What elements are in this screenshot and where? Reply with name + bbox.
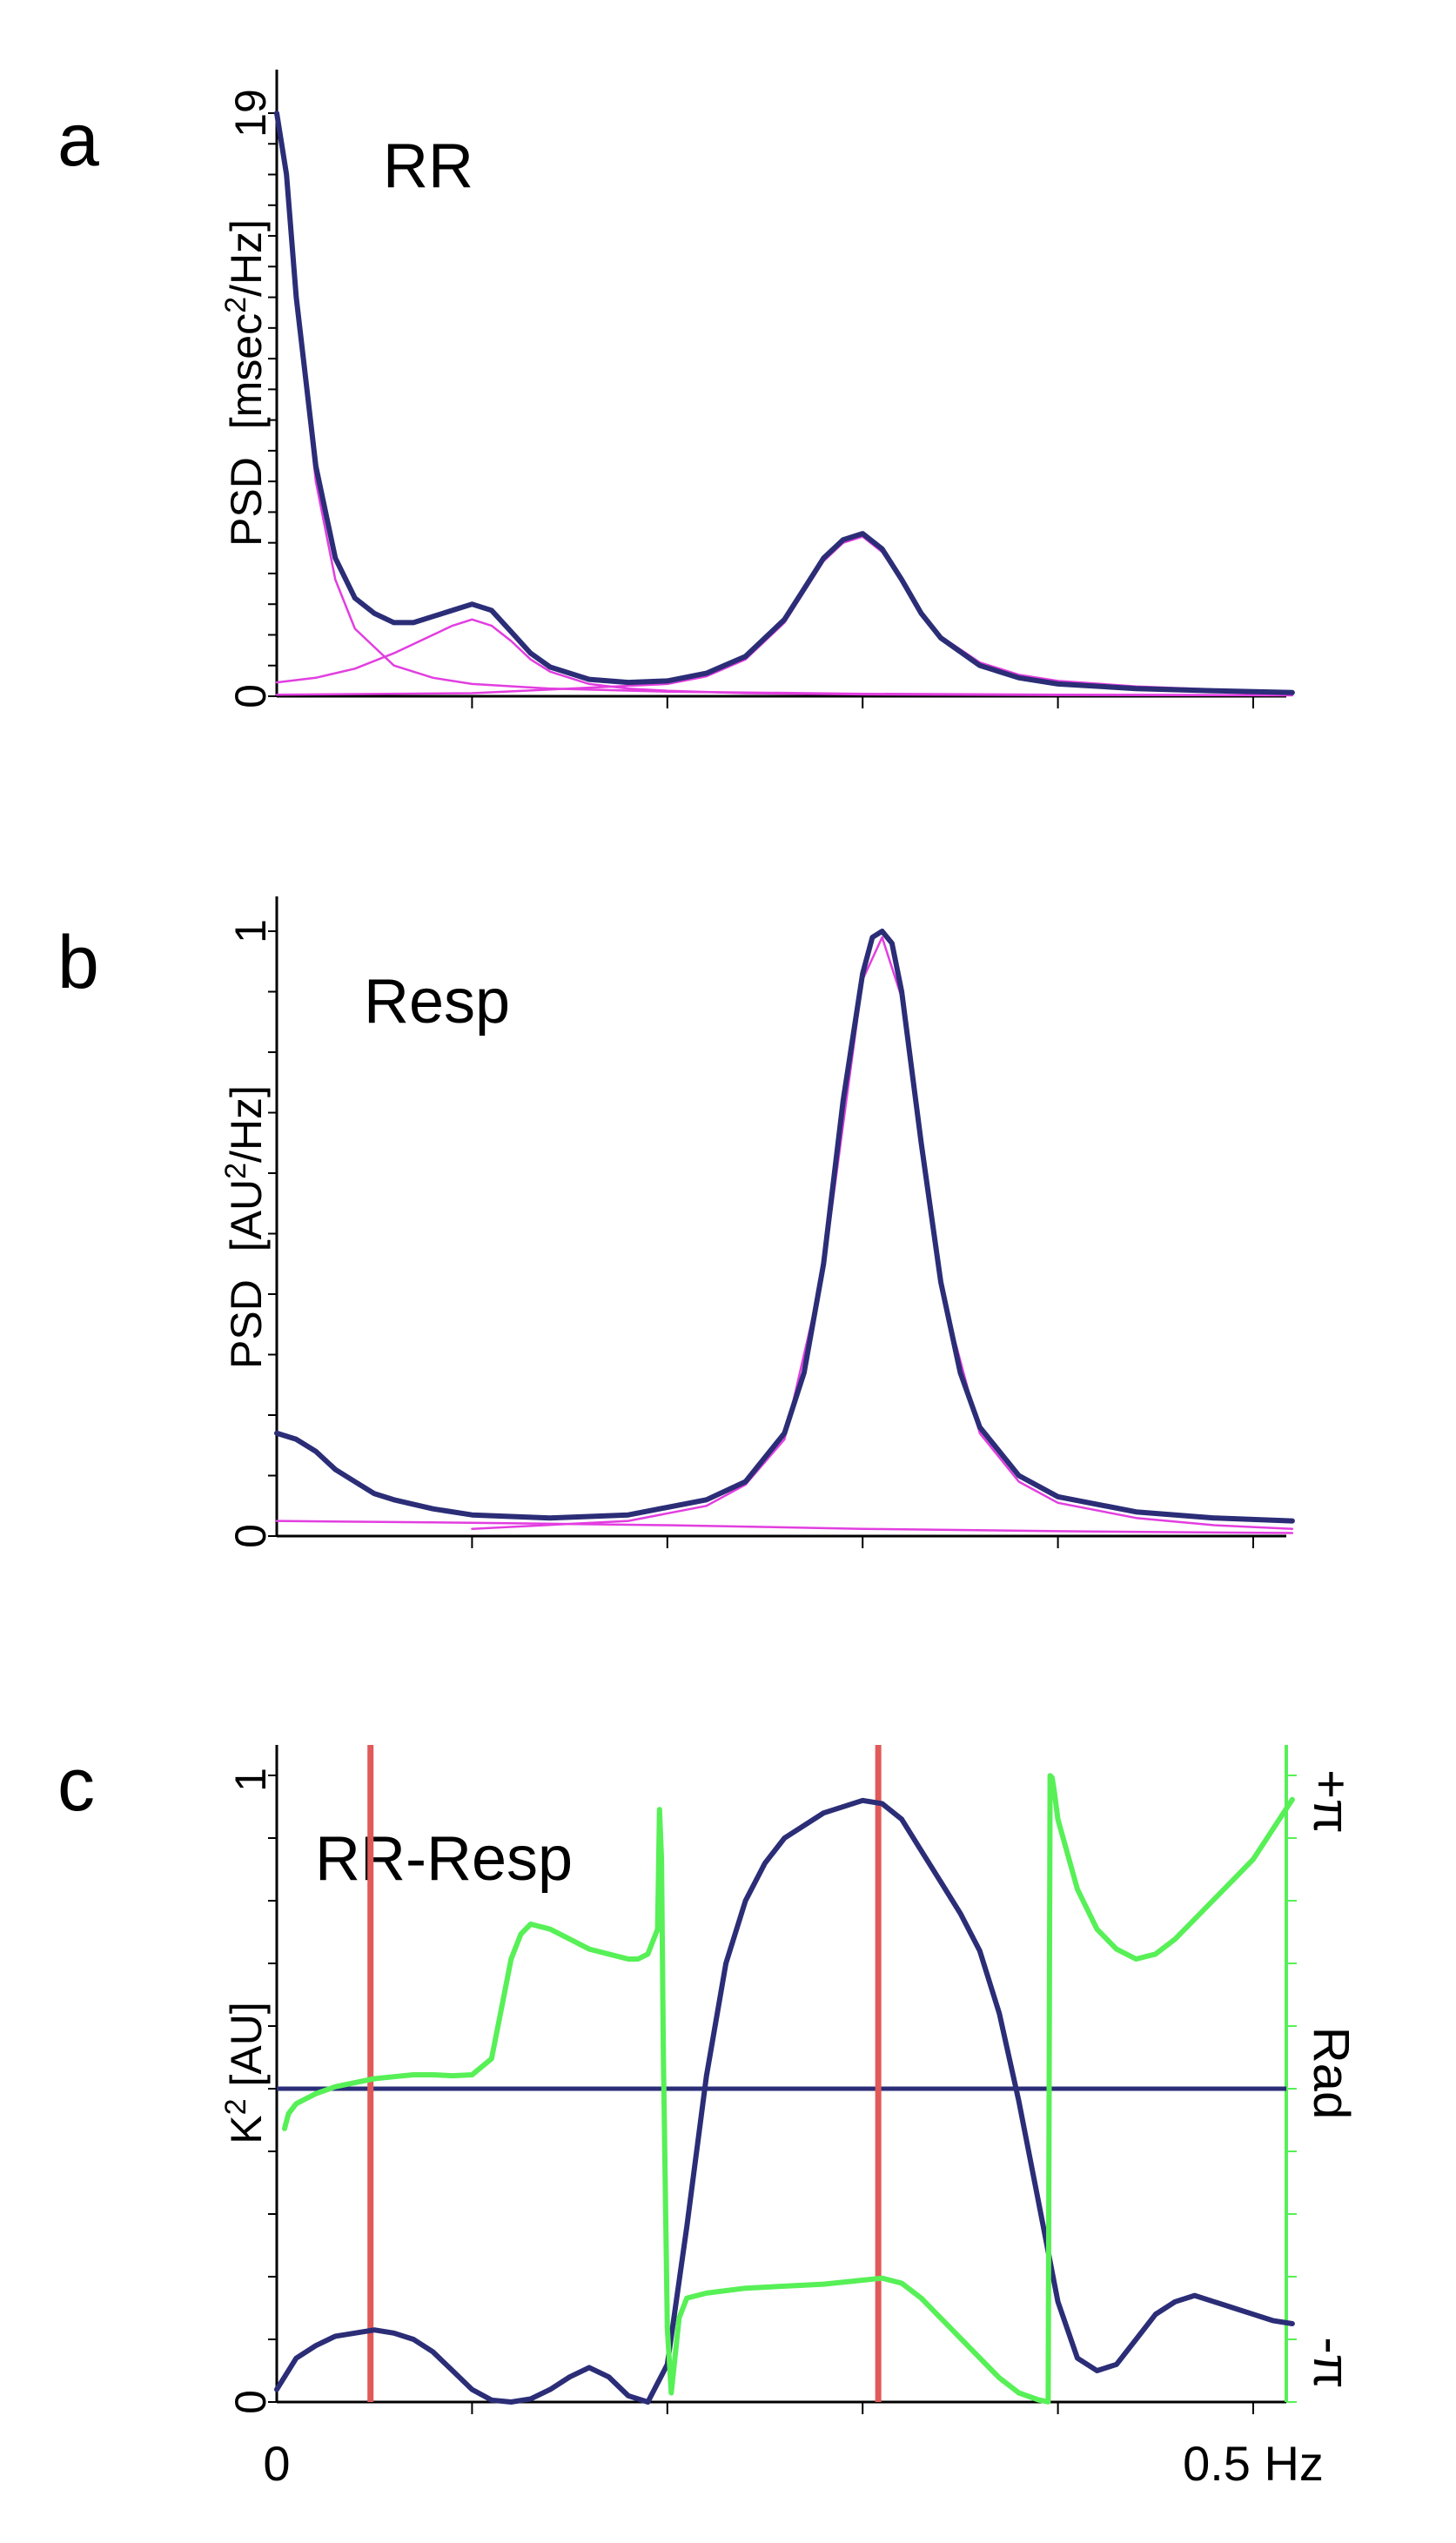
series-total: [274, 111, 1295, 695]
panel-a-x-ticks: [471, 696, 1254, 708]
panel-c-ytick-top: 1: [226, 1768, 275, 1792]
panel-b-ylabel-unit-pre: [AU: [222, 1179, 271, 1251]
panel-c-letter: c: [57, 1743, 95, 1827]
panel-b-ytick-top: 1: [226, 919, 275, 943]
panel-c-ylabel-right: Rad: [1303, 2027, 1359, 2119]
panel-a-ylabel-unit-pre: [msec: [222, 313, 271, 429]
panel-b-x-ticks: [471, 1536, 1254, 1548]
series-coherence: [274, 1797, 1295, 2405]
panel-b-title: Resp: [364, 967, 510, 1037]
panel-c-x-ticks: [471, 2402, 1254, 2414]
series-component-peak: [471, 936, 1294, 1530]
panel-c-title: RR-Resp: [315, 1824, 573, 1894]
panel-b: b Resp 1 0 PSD [AU2/Hz]: [57, 896, 1295, 1548]
panel-a-letter: a: [57, 98, 99, 182]
panel-c-y-ticks: [268, 1775, 277, 2403]
panel-b-ylabel: PSD [AU2/Hz]: [219, 1085, 271, 1369]
series-phase: [282, 1773, 1295, 2405]
x-axis-end-label: 0.5 Hz: [1183, 2436, 1324, 2491]
panel-c-right-tick-top: +π: [1303, 1769, 1359, 1834]
panel-b-letter: b: [57, 921, 99, 1004]
panel-c-ylabel-left: K2 [AU]: [219, 2002, 271, 2144]
panel-a-title: RR: [383, 131, 473, 201]
panel-c-ylabel-left-post: [AU]: [222, 2002, 271, 2098]
panel-a-series: [274, 111, 1295, 697]
series-component-low: [275, 1520, 1294, 1534]
panel-c-right-ticks: [1286, 1775, 1297, 2403]
x-axis-start-label: 0: [263, 2436, 290, 2491]
panel-c-frequency-markers: [367, 1745, 882, 2402]
panel-b-ylabel-unit-sup: 2: [219, 1163, 252, 1179]
panel-c-ylabel-left-pre: K: [222, 2115, 271, 2144]
panel-c-series: [274, 1773, 1295, 2405]
panel-c-ytick-bottom: 0: [226, 2390, 275, 2414]
panel-c: c RR-Resp 1 0 K2 [AU] +π Rad -π 0 0.5 Hz: [57, 1743, 1359, 2491]
panel-a-ylabel-main: PSD: [222, 457, 271, 547]
series-component-lf: [275, 618, 1294, 697]
series-total: [274, 929, 1295, 1524]
panel-c-right-tick-bottom: -π: [1303, 2337, 1359, 2388]
panel-b-ylabel-unit-post: /Hz]: [222, 1085, 271, 1163]
panel-a-ylabel-unit-sup: 2: [219, 297, 252, 313]
panel-a-ytick-top: 19: [226, 89, 275, 138]
panel-a-ylabel-unit-post: /Hz]: [222, 219, 271, 297]
panel-b-ylabel-main: PSD: [222, 1279, 271, 1369]
panel-a: a RR 19 0 PSD [msec2/Hz]: [57, 70, 1295, 708]
panel-a-ylabel: PSD [msec2/Hz]: [219, 219, 271, 547]
panel-b-ytick-bottom: 0: [226, 1524, 275, 1548]
panel-b-y-ticks: [268, 930, 277, 1537]
panel-b-series: [274, 929, 1295, 1534]
panel-a-ytick-bottom: 0: [226, 684, 275, 708]
panel-c-ylabel-left-sup: 2: [219, 2098, 252, 2115]
